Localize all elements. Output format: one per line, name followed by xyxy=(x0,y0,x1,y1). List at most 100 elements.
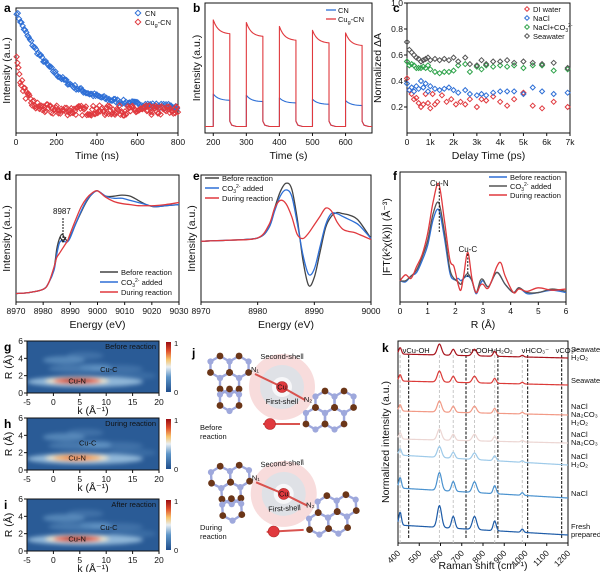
data-point xyxy=(410,95,418,103)
data-point xyxy=(25,90,32,98)
second-shell-label: Second-shell xyxy=(260,458,304,469)
data-point xyxy=(520,58,527,65)
y-tick-label: 6 xyxy=(18,413,23,423)
legend-label: During reaction xyxy=(510,191,561,200)
colorbar-min-label: 0 xyxy=(174,546,178,555)
data-point xyxy=(450,86,457,94)
nitrogen-atom xyxy=(350,393,357,400)
legend-marker-cug-cn xyxy=(134,18,142,26)
data-point xyxy=(478,90,485,98)
nitrogen-atom xyxy=(238,500,245,507)
legend-label: CO32- added xyxy=(510,182,551,193)
x-tick-label: 6k xyxy=(542,137,552,147)
heatmap-lobe xyxy=(90,522,144,531)
data-point xyxy=(81,104,89,112)
heatmap-peak-core xyxy=(63,378,92,384)
data-point xyxy=(448,95,455,103)
data-point xyxy=(417,58,425,65)
carbon-atom xyxy=(218,495,226,503)
nitrogen-atom xyxy=(312,426,319,433)
data-point xyxy=(455,62,462,69)
carbon-atom xyxy=(302,420,310,428)
x-tick-label: 15 xyxy=(128,397,138,407)
y-tick-label: 0 xyxy=(18,465,23,475)
data-point xyxy=(457,98,464,106)
during-label: During xyxy=(200,523,222,532)
first-shell-label: First-shell xyxy=(266,397,299,406)
x-tick-label: 300 xyxy=(239,137,253,147)
annotation-arrowhead xyxy=(59,236,67,243)
heatmap-lobe xyxy=(66,509,104,518)
nitrogen-atom xyxy=(312,393,319,400)
data-point xyxy=(510,62,518,69)
spectrum-label: NaCl xyxy=(571,489,588,498)
x-axis-label: Time (ns) xyxy=(75,150,119,162)
y-tick-label: 4 xyxy=(18,353,23,363)
x-tick-label: 400 xyxy=(90,137,104,147)
nitrogen-atom xyxy=(235,391,243,398)
structure-during-reaction: Cu N₁ N₂ Second-shell First-shell xyxy=(207,458,360,538)
n2-label: N₂ xyxy=(304,395,312,404)
x-tick-label: 9000 xyxy=(362,306,381,316)
series-line xyxy=(15,190,180,295)
carbon-atom xyxy=(323,492,331,500)
nitrogen-atom xyxy=(321,409,329,417)
y-tick-label: 0.4 xyxy=(391,76,403,86)
chart-e: 8970 8980 8990 9000 Energy (eV) Intensity (a.… xyxy=(186,174,381,331)
data-point xyxy=(415,99,422,107)
spectrum-line xyxy=(397,445,569,466)
y-axis-label: Intensity (a.u.) xyxy=(191,35,203,102)
x-tick-label: 20 xyxy=(154,397,164,407)
nitrogen-atom xyxy=(245,358,252,365)
cu-label: Cu xyxy=(277,383,287,392)
data-point xyxy=(67,110,74,117)
legend-label-cug-cn: Cug-CN xyxy=(338,15,364,26)
carbon-atom xyxy=(235,385,243,393)
colorbar-min-label: 0 xyxy=(174,388,178,397)
annotation-cu-c: Cu-C xyxy=(458,245,477,254)
x-tick-label: 5 xyxy=(77,555,82,565)
y-tick-label: 0 xyxy=(18,546,23,556)
x-tick-label: 15 xyxy=(128,474,138,484)
data-point xyxy=(89,102,97,110)
legend-marker-cn xyxy=(134,9,142,17)
data-point xyxy=(489,58,497,65)
legend-marker xyxy=(523,23,531,31)
data-point xyxy=(434,98,441,106)
nitrogen-atom xyxy=(331,393,338,400)
spectrum-line xyxy=(397,428,569,444)
x-tick-label: 8970 xyxy=(7,306,26,316)
data-point xyxy=(420,101,427,108)
data-point xyxy=(438,92,446,99)
before-label: Before xyxy=(200,423,222,432)
label-cu-c: Cu-C xyxy=(100,365,118,374)
legend-label: DI water xyxy=(533,5,561,14)
data-point xyxy=(482,97,490,104)
series-cug-cn xyxy=(13,53,182,119)
heatmap-lobe xyxy=(66,428,104,437)
x-tick-label: -5 xyxy=(23,555,31,565)
data-point xyxy=(478,56,485,64)
plot-frame xyxy=(26,340,160,394)
x-tick-label: 8990 xyxy=(61,306,80,316)
y-tick-label: 0.6 xyxy=(391,50,403,60)
legend-marker xyxy=(523,14,531,22)
data-point xyxy=(13,53,20,61)
spectrum-label: Na₂CO₃ xyxy=(571,410,598,419)
carbon-atom xyxy=(219,512,227,520)
data-point xyxy=(473,103,481,111)
data-point xyxy=(415,64,422,72)
data-point xyxy=(148,111,155,119)
carbon-atom xyxy=(235,352,243,360)
plot-frame xyxy=(204,2,373,134)
carbon-atom xyxy=(314,509,322,517)
data-point xyxy=(489,93,497,100)
data-point xyxy=(482,92,490,99)
data-point xyxy=(16,79,24,86)
data-point xyxy=(443,98,450,106)
carbon-atom xyxy=(325,525,333,533)
x-axis-label: Time (s) xyxy=(269,150,307,162)
data-point xyxy=(37,51,45,59)
data-point xyxy=(462,86,469,94)
